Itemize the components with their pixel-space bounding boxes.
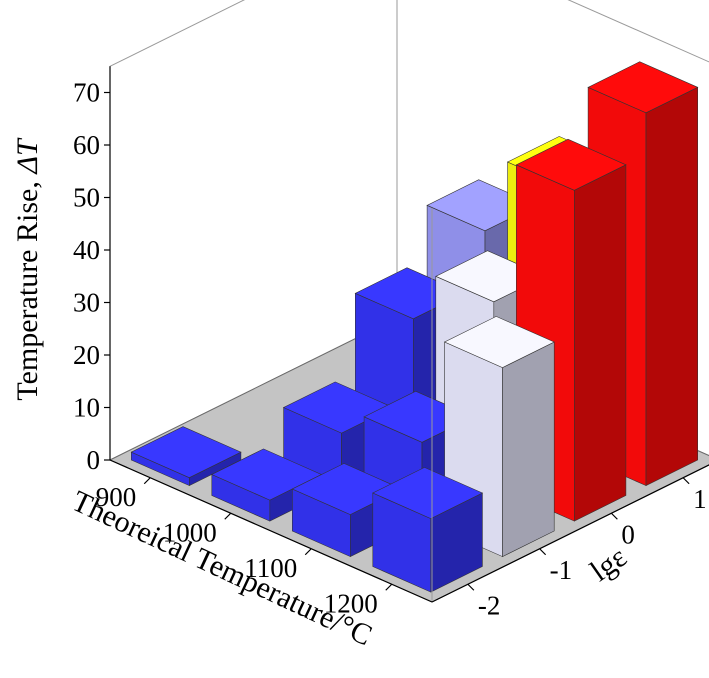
bars [130, 61, 699, 593]
tick-labels: 0 10 20 30 40 50 60 70 900 1000 1100 1200 -2 -1 0 1 [73, 66, 709, 620]
z-tick-label: 30 [73, 288, 100, 318]
bar-face-side [645, 86, 699, 487]
bar-face-top [515, 138, 627, 191]
bar-face-top [130, 426, 242, 479]
x-tick-label: 1200 [324, 588, 378, 618]
y-tick-label: -1 [550, 555, 573, 585]
z-tick-label: 40 [73, 235, 100, 265]
x-tick-label: 900 [96, 482, 137, 512]
bar-900--2 [130, 426, 242, 487]
y-tick-label: -2 [478, 590, 501, 620]
bar-face-top [587, 61, 699, 114]
z-axis-title-text: Temperature Rise, [11, 174, 44, 401]
z-tick-label: 70 [73, 78, 100, 108]
y-tick-mark [610, 512, 618, 520]
bar-face-top [443, 316, 555, 368]
y-tick-mark [467, 583, 475, 591]
bar-face-side [573, 164, 627, 522]
x-axis-line [109, 459, 433, 603]
z-axis-title-symbol: ΔT [11, 137, 44, 175]
x-tick-mark [224, 512, 232, 520]
x-tick-mark [304, 548, 312, 556]
x-tick-mark [385, 583, 393, 591]
y-axis-line [431, 464, 709, 603]
y-tick-label: 0 [621, 519, 635, 549]
z-tick-label: 60 [73, 130, 100, 160]
z-tick-label: 50 [73, 183, 100, 213]
bar-face-side [502, 341, 555, 558]
z-tick-label: 0 [87, 445, 101, 475]
x-tick-label: 1100 [244, 553, 297, 583]
z-tick-label: 10 [73, 393, 100, 423]
x-tick-mark [143, 477, 151, 485]
y-tick-label: 1 [693, 484, 707, 514]
z-axis-title: Temperature Rise, ΔT [11, 137, 44, 401]
y-tick-mark [682, 477, 690, 485]
y-tick-mark [539, 548, 547, 556]
bar-face-top [372, 467, 484, 519]
bar-1200--2 [372, 467, 484, 593]
front-box-edges [431, 208, 433, 602]
x-tick-label: 1000 [163, 517, 217, 547]
z-tick-label: 20 [73, 340, 100, 370]
